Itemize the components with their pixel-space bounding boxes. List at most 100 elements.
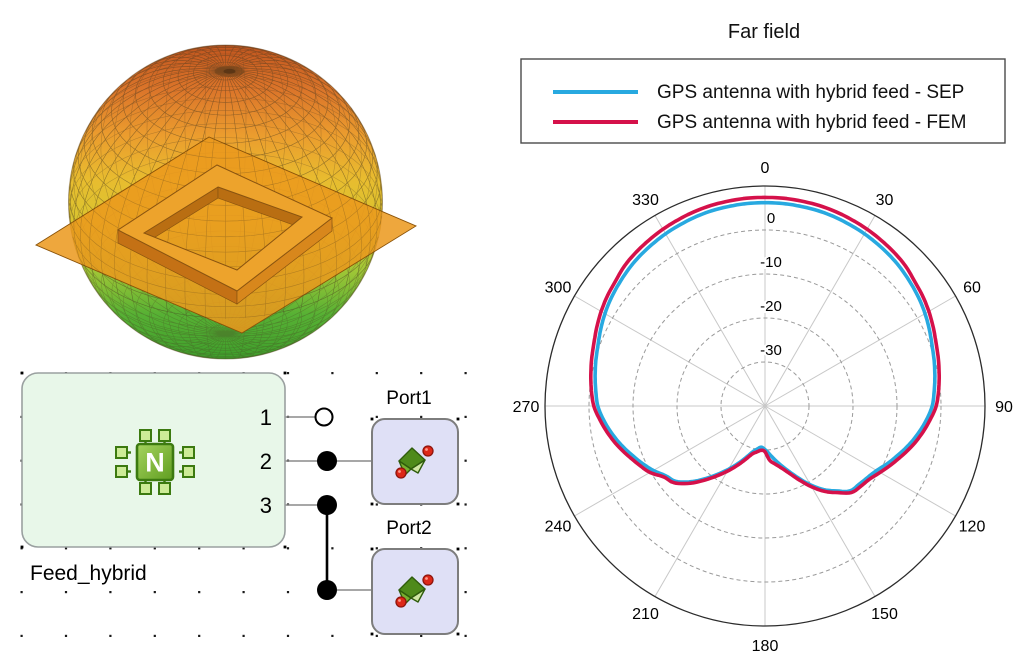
corner-marker	[283, 371, 287, 375]
grid-dot	[464, 634, 467, 637]
corner-marker	[370, 547, 374, 551]
network-chip-icon: N	[115, 429, 195, 495]
chart-legend: GPS antenna with hybrid feed - SEP GPS a…	[520, 58, 1006, 144]
port2-component[interactable]: Port2	[371, 518, 459, 635]
polar-spoke-240	[574, 405, 766, 517]
corner-marker	[456, 632, 460, 636]
open-terminal-node[interactable]	[314, 407, 334, 427]
polar-gridring--10	[632, 273, 898, 539]
corner-marker	[283, 545, 287, 549]
corner-marker	[456, 502, 460, 506]
chip-pin	[182, 465, 195, 478]
grid-dot	[286, 372, 290, 375]
chip-letter: N	[145, 448, 165, 478]
pin-label-3: 3	[260, 493, 272, 518]
grid-dot	[198, 591, 201, 594]
polar-spoke-210	[654, 405, 766, 597]
angle-label-180: 180	[752, 638, 779, 655]
legend-entry-sep[interactable]: GPS antenna with hybrid feed - SEP	[553, 82, 964, 103]
corner-marker	[20, 371, 24, 375]
angle-label-150: 150	[871, 606, 898, 623]
radial-label-0: 0	[767, 210, 775, 227]
ground-plane	[35, 136, 417, 334]
series-curve-fem[interactable]	[589, 195, 941, 495]
port1-label: Port1	[386, 388, 431, 409]
grid-dot	[20, 634, 23, 637]
corner-marker	[20, 545, 24, 549]
polar-gridring--20	[676, 317, 854, 495]
grid-dot	[198, 547, 201, 550]
grid-dot	[331, 634, 334, 637]
polar-spoke-300	[574, 295, 766, 407]
angle-label-300: 300	[545, 280, 572, 297]
angle-label-60: 60	[963, 280, 981, 297]
port1-component[interactable]: Port1	[371, 388, 459, 505]
legend-label-sep: GPS antenna with hybrid feed - SEP	[657, 82, 964, 103]
chart-title: Far field	[728, 21, 800, 43]
grid-dot	[198, 634, 201, 637]
grid-dot	[286, 591, 290, 594]
grid-dot	[286, 634, 290, 637]
angle-label-240: 240	[545, 519, 572, 536]
port2-label: Port2	[386, 518, 431, 539]
chip-pin	[139, 482, 152, 495]
corner-marker	[370, 417, 374, 421]
chip-pin	[115, 465, 128, 478]
grid-dot	[286, 547, 290, 550]
polar-spoke-330	[654, 215, 766, 407]
junction-dot-pin2[interactable]	[317, 451, 337, 471]
polar-spoke-150	[764, 405, 876, 597]
junction-dot-port2[interactable]	[317, 580, 337, 600]
grid-dot	[420, 415, 423, 418]
grid-dot	[375, 372, 378, 375]
grid-dot	[153, 547, 156, 550]
schematic-view: N 1 2 3 Feed_hybrid Port1 Port2	[20, 371, 467, 637]
grid-dot	[420, 372, 423, 375]
radial-label--10: -10	[760, 254, 782, 271]
pin-label-2: 2	[260, 449, 272, 474]
polar-plot-area[interactable]: 0 30 60 90 120 150 180 210 240 270 300 330 0 -10 -20 -3…	[513, 160, 1013, 655]
grid-dot	[464, 503, 467, 506]
legend-entry-fem[interactable]: GPS antenna with hybrid feed - FEM	[553, 112, 966, 133]
sphere-pole-spot-core	[223, 68, 236, 74]
corner-marker	[370, 502, 374, 506]
grid-dot	[242, 547, 245, 550]
grid-dot	[109, 591, 112, 594]
corner-marker	[370, 632, 374, 636]
grid-dot	[331, 372, 334, 375]
grid-dot	[464, 591, 467, 594]
legend-label-fem: GPS antenna with hybrid feed - FEM	[657, 112, 966, 133]
farfield-chart: Far field GPS antenna with hybrid feed -…	[513, 21, 1013, 655]
chip-body	[135, 442, 175, 482]
legend-box	[520, 58, 1006, 144]
chip-pin	[182, 446, 195, 459]
grid-dot	[331, 547, 334, 550]
angle-label-210: 210	[632, 606, 659, 623]
angle-label-90: 90	[995, 399, 1013, 416]
grid-dot	[242, 591, 245, 594]
grid-dot	[464, 415, 467, 418]
polar-gridring--30	[720, 361, 810, 451]
corner-marker	[456, 547, 460, 551]
grid-dot	[64, 547, 68, 550]
junction-dot-pin3[interactable]	[317, 495, 337, 515]
grid-dot	[464, 372, 467, 375]
chip-pin	[115, 446, 128, 459]
grid-dot	[153, 634, 156, 637]
grid-dot	[109, 547, 112, 550]
3d-radiation-view[interactable]	[35, 44, 417, 360]
feed-hybrid-label: Feed_hybrid	[30, 562, 147, 585]
grid-dot	[375, 634, 378, 637]
angle-label-330: 330	[632, 192, 659, 209]
grid-dot	[109, 634, 112, 637]
angle-label-270: 270	[513, 399, 540, 416]
polar-outer-circle	[544, 185, 986, 627]
grid-dot	[420, 634, 423, 637]
grid-dot	[64, 591, 68, 594]
grid-dot	[375, 503, 378, 506]
grid-dot	[20, 591, 23, 594]
grid-dot	[375, 415, 378, 418]
grid-dot	[464, 547, 467, 550]
grid-dot	[464, 459, 467, 462]
sphere-rim	[68, 44, 383, 360]
